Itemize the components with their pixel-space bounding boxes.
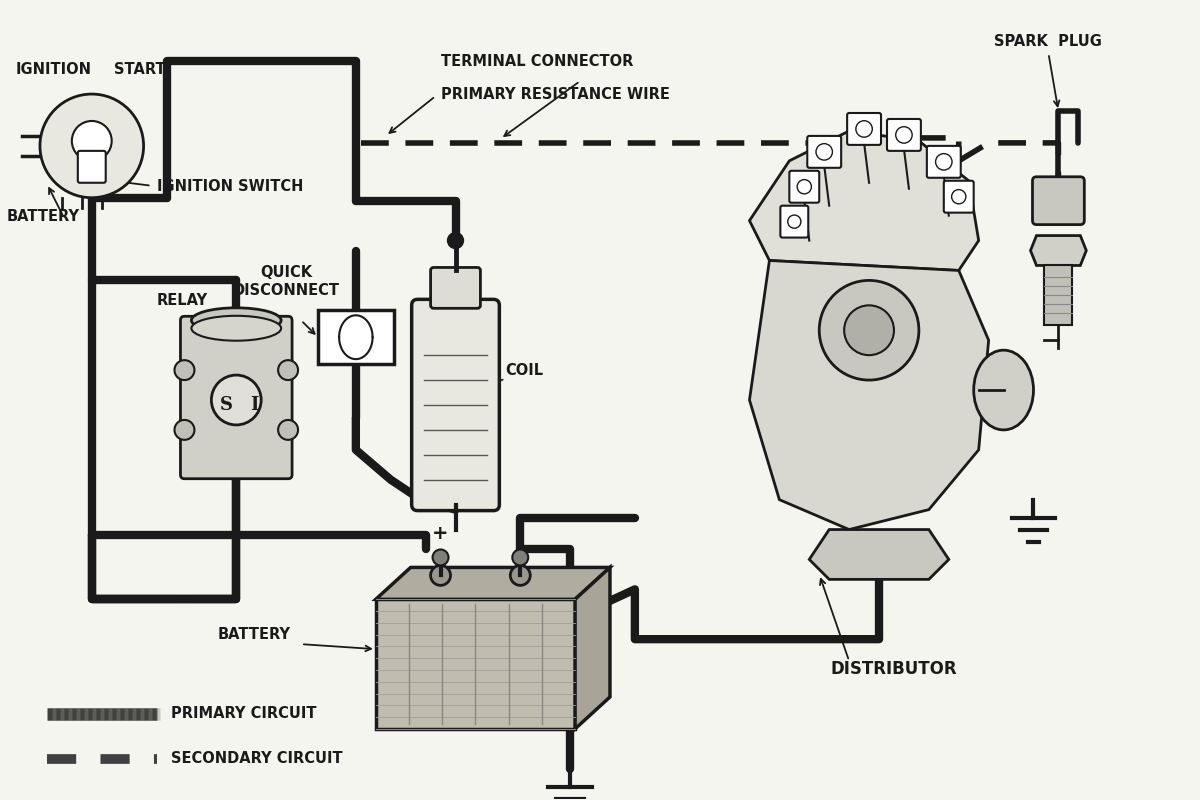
FancyBboxPatch shape bbox=[412, 299, 499, 510]
Text: BATTERY: BATTERY bbox=[7, 209, 80, 224]
Circle shape bbox=[174, 420, 194, 440]
FancyBboxPatch shape bbox=[847, 113, 881, 145]
FancyBboxPatch shape bbox=[887, 119, 920, 151]
Text: COIL: COIL bbox=[505, 363, 544, 378]
Ellipse shape bbox=[192, 316, 281, 341]
Text: -: - bbox=[516, 524, 524, 543]
Polygon shape bbox=[376, 567, 610, 599]
Circle shape bbox=[211, 375, 262, 425]
Circle shape bbox=[174, 360, 194, 380]
Circle shape bbox=[278, 360, 298, 380]
Circle shape bbox=[278, 420, 298, 440]
Text: SPARK  PLUG: SPARK PLUG bbox=[994, 34, 1102, 50]
Circle shape bbox=[856, 121, 872, 137]
Text: SECONDARY CIRCUIT: SECONDARY CIRCUIT bbox=[172, 751, 343, 766]
Circle shape bbox=[844, 306, 894, 355]
Text: IGNITION: IGNITION bbox=[16, 62, 92, 77]
Circle shape bbox=[787, 215, 800, 228]
Circle shape bbox=[448, 233, 463, 249]
FancyBboxPatch shape bbox=[431, 267, 480, 308]
Polygon shape bbox=[1031, 235, 1086, 266]
FancyBboxPatch shape bbox=[1044, 266, 1073, 326]
Circle shape bbox=[936, 154, 952, 170]
Circle shape bbox=[512, 550, 528, 566]
Circle shape bbox=[72, 121, 112, 161]
FancyBboxPatch shape bbox=[1032, 177, 1085, 225]
FancyBboxPatch shape bbox=[808, 136, 841, 168]
FancyBboxPatch shape bbox=[790, 170, 820, 202]
Circle shape bbox=[40, 94, 144, 198]
Text: TERMINAL CONNECTOR: TERMINAL CONNECTOR bbox=[440, 54, 632, 69]
Text: I: I bbox=[250, 396, 258, 414]
Text: S: S bbox=[220, 396, 233, 414]
Text: DISTRIBUTOR: DISTRIBUTOR bbox=[830, 660, 958, 678]
Circle shape bbox=[432, 550, 449, 566]
FancyBboxPatch shape bbox=[944, 181, 973, 213]
Ellipse shape bbox=[973, 350, 1033, 430]
Ellipse shape bbox=[192, 308, 281, 333]
Circle shape bbox=[431, 566, 450, 586]
Text: PRIMARY RESISTANCE WIRE: PRIMARY RESISTANCE WIRE bbox=[440, 87, 670, 102]
Polygon shape bbox=[575, 567, 610, 729]
FancyBboxPatch shape bbox=[376, 599, 575, 729]
Circle shape bbox=[816, 144, 833, 160]
Polygon shape bbox=[750, 131, 979, 270]
Circle shape bbox=[895, 126, 912, 143]
Polygon shape bbox=[809, 530, 949, 579]
Circle shape bbox=[510, 566, 530, 586]
FancyBboxPatch shape bbox=[318, 310, 394, 364]
Text: START: START bbox=[114, 62, 166, 77]
FancyBboxPatch shape bbox=[78, 151, 106, 182]
Text: RELAY: RELAY bbox=[156, 294, 208, 308]
Text: +: + bbox=[432, 524, 449, 543]
Circle shape bbox=[820, 281, 919, 380]
FancyBboxPatch shape bbox=[926, 146, 961, 178]
Text: BATTERY: BATTERY bbox=[218, 627, 292, 642]
Circle shape bbox=[952, 190, 966, 204]
Polygon shape bbox=[750, 261, 989, 530]
Text: IGNITION SWITCH: IGNITION SWITCH bbox=[156, 178, 302, 194]
Text: PRIMARY CIRCUIT: PRIMARY CIRCUIT bbox=[172, 706, 317, 722]
Text: QUICK
DISCONNECT: QUICK DISCONNECT bbox=[233, 265, 340, 298]
FancyBboxPatch shape bbox=[780, 206, 809, 238]
Circle shape bbox=[797, 180, 811, 194]
FancyBboxPatch shape bbox=[180, 316, 292, 478]
